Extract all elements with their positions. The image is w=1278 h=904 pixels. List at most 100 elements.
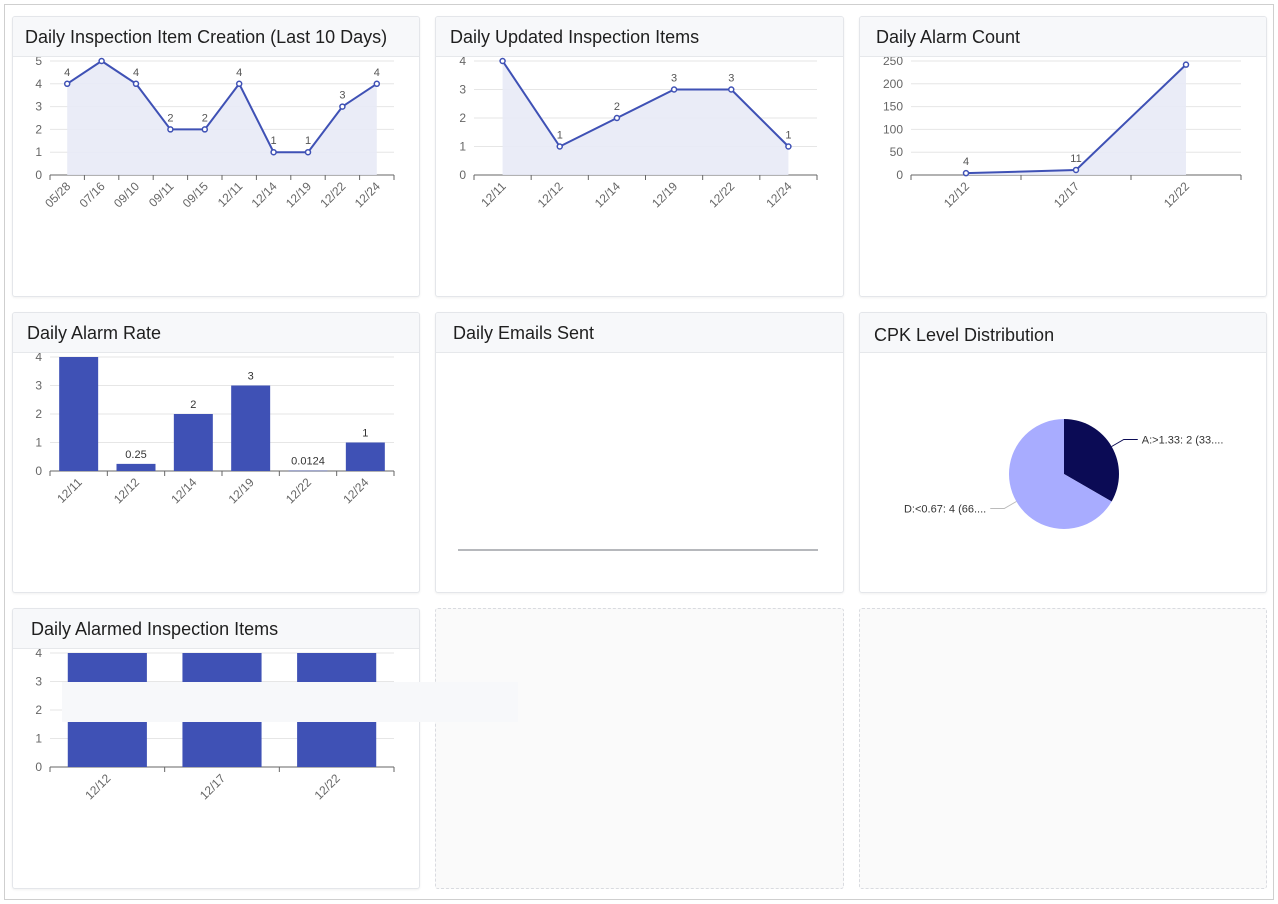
pie-label: D:<0.67: 4 (66....: [904, 504, 986, 516]
pie-slice: [1064, 419, 1119, 502]
y-tick-label: 1: [35, 145, 42, 159]
data-label: 0.0124: [291, 456, 325, 468]
panel-daily-inspection-item-creation: Daily Inspection Item Creation (Last 10 …: [12, 16, 420, 297]
data-point: [98, 57, 105, 65]
data-label: 1: [557, 130, 563, 142]
x-tick-label: 12/22: [706, 179, 737, 210]
panel-title: Daily Alarmed Inspection Items: [13, 609, 419, 649]
x-tick-label: 12/22: [317, 179, 348, 210]
data-point: [613, 114, 621, 122]
chart-cpk: A:>1.33: 2 (33.... D:<0.67: 4 (66....: [904, 419, 1223, 529]
data-point: [556, 143, 563, 150]
x-tick-label: 12/19: [283, 179, 314, 210]
x-tick-label: 12/24: [340, 475, 371, 506]
panel-title: Daily Inspection Item Creation (Last 10 …: [13, 17, 419, 57]
data-label: 2: [190, 399, 196, 411]
data-label: 242: [1177, 57, 1195, 60]
x-tick-label: 07/16: [77, 179, 108, 210]
y-tick-label: 5: [35, 57, 42, 68]
x-tick-label: 12/19: [649, 179, 680, 210]
chart-updated: 0123412/1112/1212/1412/1912/2212/2441233…: [459, 57, 818, 210]
pie-slice: [1009, 419, 1112, 529]
data-label: 4: [219, 649, 225, 650]
x-tick-label: 12/22: [312, 771, 343, 802]
y-tick-label: 1: [459, 140, 466, 154]
x-tick-label: 12/11: [54, 475, 85, 506]
pie-label-line: [1111, 439, 1138, 447]
data-label: 3: [671, 73, 677, 85]
data-label: 4: [104, 649, 110, 650]
y-tick-label: 4: [35, 649, 42, 660]
data-label: 3: [728, 73, 734, 85]
data-point: [132, 80, 140, 88]
data-point: [270, 148, 277, 156]
y-tick-label: 3: [35, 675, 42, 689]
y-tick-label: 0: [896, 168, 903, 182]
x-tick-label: 09/11: [146, 179, 177, 210]
panel-daily-alarmed-inspection-items: Daily Alarmed Inspection Items 0 1 2 3 4 12/1…: [12, 608, 420, 889]
panel-title: Daily Updated Inspection Items: [436, 17, 843, 57]
y-tick-label: 0: [35, 760, 42, 774]
data-point: [339, 103, 346, 110]
y-tick-label: 3: [35, 379, 42, 393]
chart-alarm-count: 0 50 100 150 200 250 12/12 12/17 12/22 4 11 242: [883, 57, 1242, 210]
data-point: [63, 80, 71, 88]
data-point: [373, 80, 381, 88]
data-label: 1: [785, 130, 791, 142]
y-tick-label: 4: [35, 353, 42, 364]
chart-emails: [458, 549, 818, 551]
data-label: 4: [963, 156, 969, 168]
loading-overlay-strip: [62, 682, 518, 722]
x-tick-label: 12/12: [111, 475, 142, 506]
y-tick-label: 50: [890, 145, 904, 159]
data-point: [670, 86, 678, 93]
y-tick-label: 0: [35, 168, 42, 182]
panel-title: Daily Alarm Rate: [13, 313, 419, 353]
x-tick-label: 12/19: [226, 475, 257, 506]
y-tick-label: 150: [883, 100, 903, 114]
series-area: [966, 64, 1186, 175]
data-label: 2: [202, 112, 208, 124]
empty-panel-slot: [859, 608, 1267, 889]
y-tick-label: 1: [35, 436, 42, 450]
bar: [231, 385, 271, 471]
data-label: 4: [236, 67, 242, 79]
data-point: [167, 126, 174, 133]
data-label: 4: [133, 67, 139, 79]
data-label: 11: [1070, 153, 1081, 165]
series-area: [67, 61, 377, 175]
x-tick-label: 12/24: [763, 179, 794, 210]
data-point: [962, 169, 970, 177]
x-tick-label: 12/24: [352, 179, 383, 210]
y-tick-label: 4: [35, 77, 42, 91]
x-tick-label: 05/28: [42, 179, 73, 210]
y-tick-label: 250: [883, 57, 903, 68]
series-line: [66, 59, 378, 154]
x-tick-label: 12/17: [1051, 179, 1082, 210]
data-label: 3: [248, 371, 254, 383]
data-label: 1: [271, 135, 277, 147]
bar: [288, 470, 328, 472]
data-label: 4: [64, 67, 70, 79]
panel-cpk-level-distribution: CPK Level Distribution A:>1.33: 2 (33...…: [859, 312, 1267, 593]
data-label: 4: [76, 353, 82, 354]
data-label: 4: [334, 649, 340, 650]
data-label: 1: [305, 135, 311, 147]
y-tick-label: 1: [35, 732, 42, 746]
x-tick-label: 12/14: [249, 179, 280, 210]
y-tick-label: 4: [459, 57, 466, 68]
panel-daily-emails-sent: Daily Emails Sent: [435, 312, 844, 593]
panel-title: Daily Emails Sent: [436, 313, 843, 353]
panel-daily-alarm-rate: Daily Alarm Rate 0 1 2 3 4 12/11 12/12 12/14 12/…: [12, 312, 420, 593]
data-label: 4: [374, 67, 380, 79]
x-tick-label: 12/11: [478, 179, 509, 210]
y-tick-label: 3: [35, 100, 42, 114]
data-point: [235, 80, 243, 88]
panel-daily-updated-inspection-items: Daily Updated Inspection Items 0 1 2 3 4 12/1…: [435, 16, 844, 297]
data-point: [1182, 61, 1190, 68]
x-tick-label: 12/14: [592, 179, 623, 210]
data-point: [785, 143, 792, 150]
series-line: [501, 60, 790, 148]
panel-title: CPK Level Distribution: [860, 313, 1266, 353]
bar: [345, 442, 385, 471]
